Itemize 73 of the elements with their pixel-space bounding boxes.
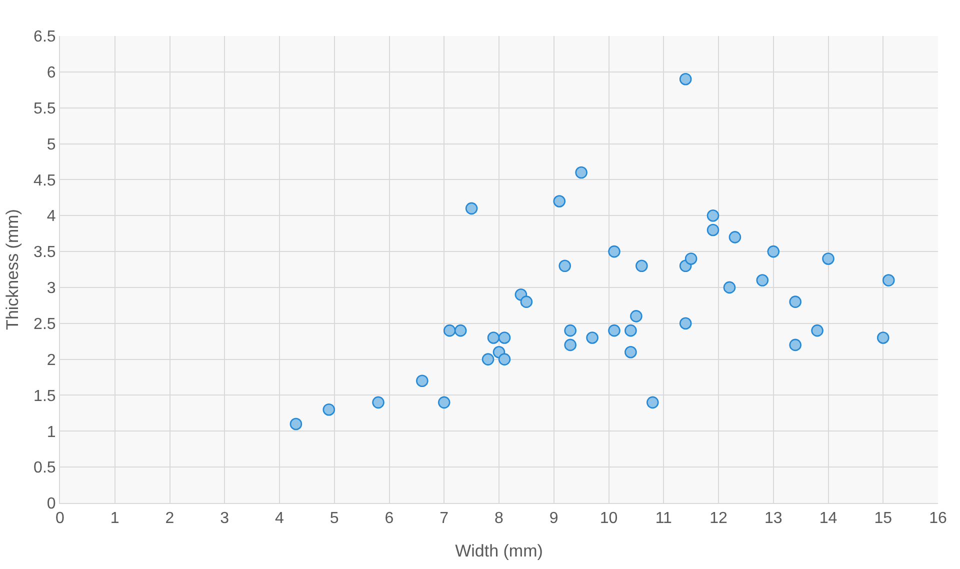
y-tick-label: 4.5	[34, 172, 56, 190]
x-tick-label: 6	[384, 510, 394, 528]
point	[558, 260, 571, 272]
point	[706, 224, 720, 236]
y-tick-label: 3	[46, 280, 56, 298]
point	[564, 324, 576, 337]
point	[684, 252, 698, 265]
x-tick-label: 7	[440, 510, 449, 528]
point	[706, 209, 720, 222]
x-tick-label: 13	[764, 510, 782, 528]
y-tick-label: 1	[46, 424, 56, 441]
x-tick-label: 5	[330, 510, 339, 528]
y-tick-label: 3.5	[34, 244, 56, 262]
point	[454, 324, 467, 337]
x-tick-label: 16	[929, 510, 947, 528]
point	[498, 332, 511, 344]
point	[322, 403, 336, 416]
point	[553, 195, 566, 208]
y-axis-title: Thickness (mm)	[3, 209, 22, 330]
y-tick-label: 2	[46, 352, 56, 369]
point	[520, 296, 533, 308]
x-tick-label: 8	[494, 510, 504, 528]
x-tick-label: 9	[549, 510, 558, 528]
point	[646, 396, 659, 409]
point	[789, 338, 802, 352]
point	[564, 338, 576, 352]
y-tick-label: 6.5	[34, 28, 56, 46]
x-tick-label: 1	[110, 510, 120, 528]
y-tick-label: 5	[46, 136, 56, 154]
y-tick-label: 0.5	[34, 460, 56, 477]
point	[575, 166, 588, 179]
point	[290, 418, 302, 430]
x-axis-title: Width (mm)	[455, 542, 543, 561]
point	[416, 374, 428, 388]
point	[679, 317, 692, 330]
point	[811, 324, 824, 337]
y-tick-label: 0	[46, 496, 56, 513]
point	[372, 396, 384, 409]
x-tick-label: 15	[874, 510, 892, 528]
x-tick-label: 14	[819, 510, 838, 528]
point	[728, 231, 742, 244]
point	[630, 310, 642, 322]
point	[482, 353, 494, 366]
point	[882, 274, 895, 286]
point	[608, 245, 620, 258]
y-tick-label: 4	[46, 208, 56, 226]
point	[624, 346, 637, 358]
point	[679, 72, 692, 86]
point	[876, 332, 890, 344]
point	[438, 396, 450, 409]
y-tick-label: 6	[46, 64, 56, 82]
point	[624, 324, 637, 337]
point	[608, 324, 620, 337]
x-tick-label: 3	[220, 510, 230, 528]
x-tick-label: 10	[600, 510, 618, 528]
point	[723, 281, 736, 294]
point	[498, 353, 511, 366]
point	[636, 260, 648, 272]
point	[487, 332, 500, 344]
y-tick-label: 2.5	[34, 316, 56, 333]
y-tick-label: 1.5	[34, 388, 56, 405]
y-tick-label: 5.5	[34, 100, 56, 118]
x-tick-label: 2	[165, 510, 174, 528]
point	[767, 245, 780, 258]
point	[586, 332, 598, 344]
point	[465, 202, 478, 215]
point	[822, 252, 834, 265]
point	[443, 324, 456, 337]
point	[789, 296, 802, 308]
x-tick-label: 4	[275, 510, 284, 528]
x-tick-label: 12	[710, 510, 728, 528]
point	[756, 274, 769, 286]
x-tick-label: 11	[655, 510, 672, 528]
